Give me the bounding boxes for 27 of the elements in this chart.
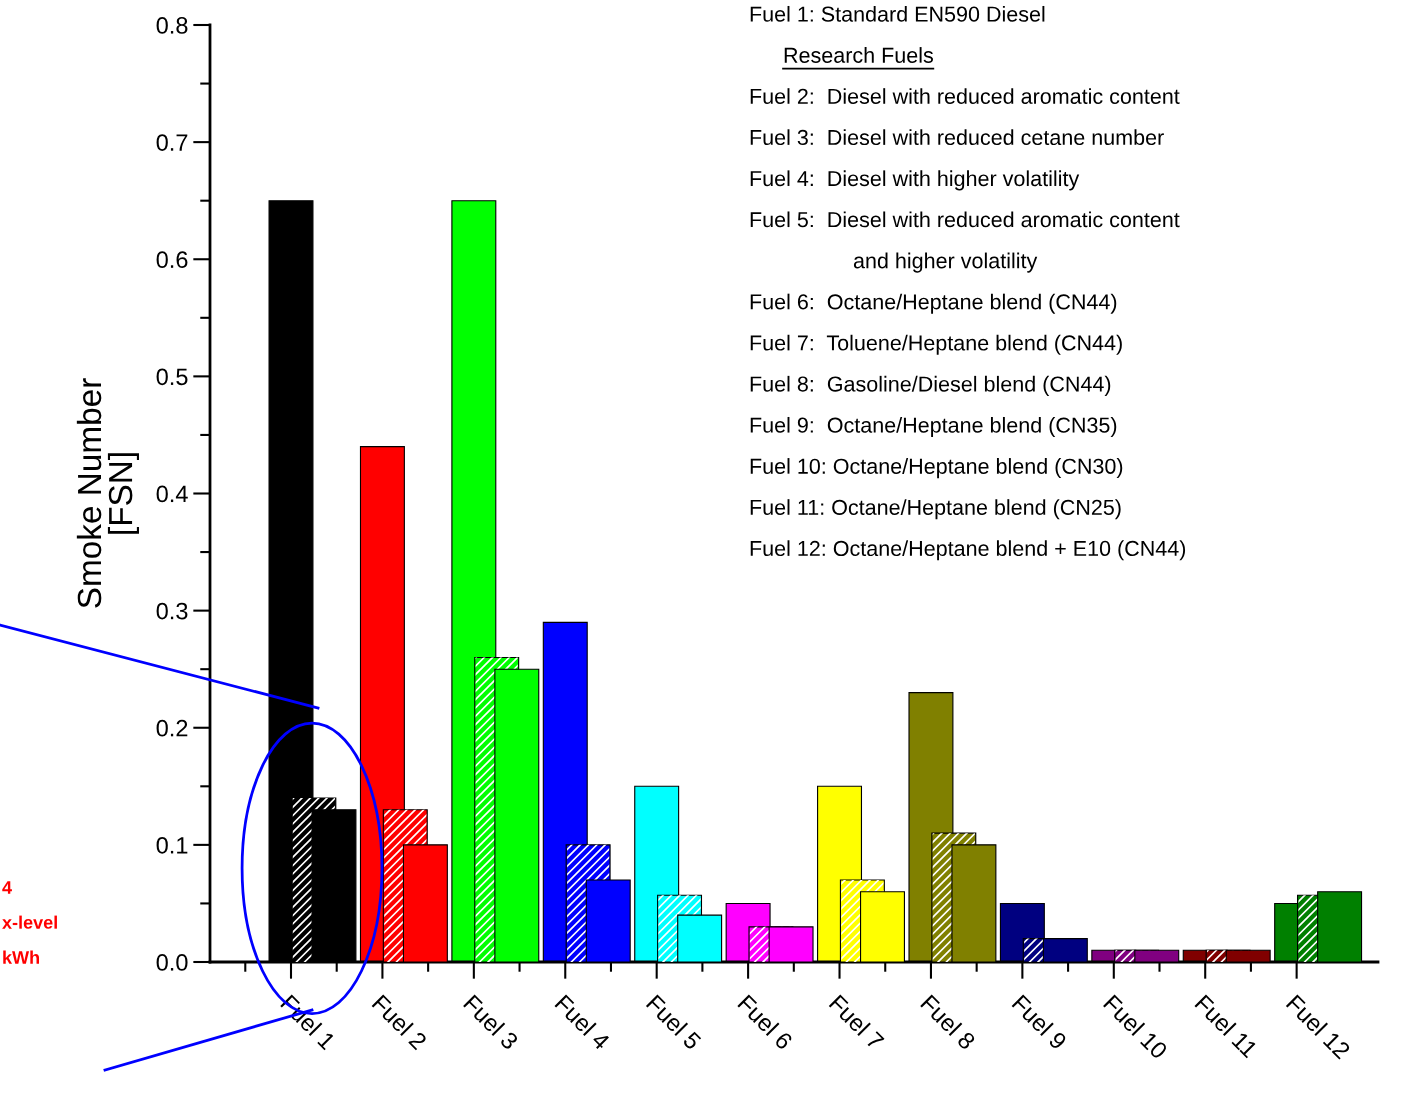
y-tick-label: 0.4	[156, 485, 188, 503]
y-tick-label: 0.7	[156, 134, 188, 151]
annotation: Fuel 7: Toluene/Heptane blend (CN44)	[750, 334, 1122, 355]
text: Fuel 1: Standard EN590 Diesel	[750, 5, 1045, 22]
annotation: Fuel 12: Octane/Heptane blend + E10 (CN44)	[750, 540, 1186, 561]
annotation: Research Fuels	[784, 47, 933, 63]
text: kWh	[3, 950, 39, 964]
annotation: and higher volatility	[853, 252, 1038, 273]
annotation: Fuel 10: Octane/Heptane blend (CN30)	[750, 458, 1123, 479]
text: 4	[2, 881, 12, 894]
annotation: Fuel 5: Diesel with reduced aromatic content	[750, 211, 1180, 228]
annotation: Fuel 3: Diesel with reduced cetane number	[750, 129, 1164, 146]
y-tick-label: 0.8	[156, 17, 188, 34]
y-tick-label: 0.2	[156, 719, 188, 737]
y-tick-label: 0.6	[156, 251, 188, 269]
y-tick-label: 0.1	[156, 836, 188, 854]
y-tick-label: 0.3	[156, 602, 188, 620]
annotation: Fuel 2: Diesel with reduced aromatic content	[750, 88, 1180, 104]
annotation: Fuel 11: Octane/Heptane blend (CN25)	[750, 499, 1121, 520]
annotation: Fuel 8: Gasoline/Diesel blend (CN44)	[750, 375, 1111, 396]
annotation: Fuel 6: Octane/Heptane blend (CN44)	[750, 293, 1117, 314]
annotation: Fuel 9: Octane/Heptane blend (CN35)	[750, 416, 1117, 438]
y-axis-title: Smoke Number [FSN]	[76, 378, 139, 608]
y-tick-label: 0.0	[156, 954, 188, 971]
annotation: Fuel 4: Diesel with higher volatility	[750, 170, 1080, 191]
y-tick-label: 0.5	[156, 368, 188, 386]
text: x-level	[2, 915, 57, 929]
